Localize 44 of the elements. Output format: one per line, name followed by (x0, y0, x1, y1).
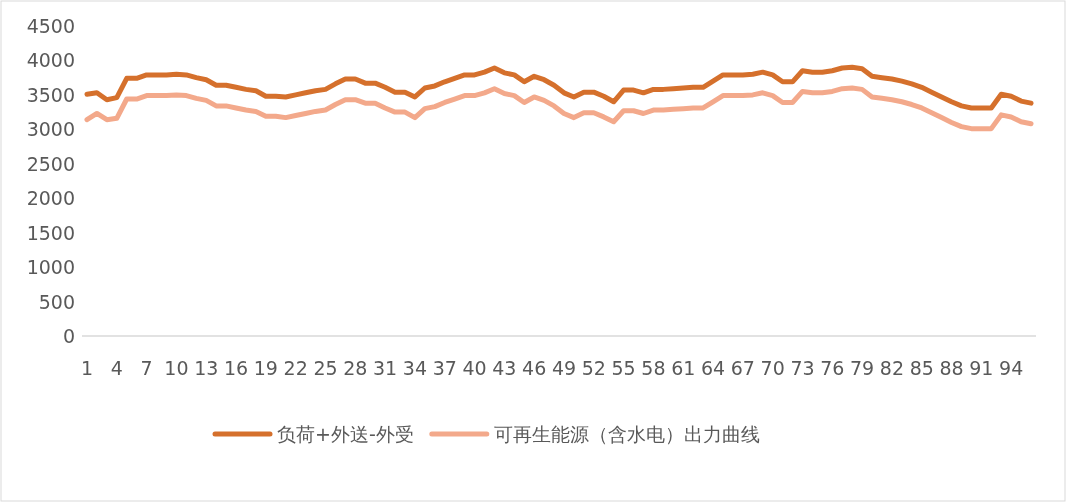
y-tick-label: 3500 (26, 83, 75, 106)
x-tick-label: 55 (611, 357, 636, 379)
x-tick-label: 64 (700, 357, 726, 379)
x-tick-label: 31 (373, 357, 398, 379)
x-tick-label: 67 (730, 357, 755, 379)
x-tick-label: 52 (581, 357, 606, 379)
x-tick-label: 82 (879, 357, 904, 379)
x-tick-label: 46 (522, 357, 547, 379)
y-tick-label: 2000 (26, 187, 75, 210)
y-tick-label: 3000 (26, 118, 75, 141)
x-tick-label: 85 (909, 357, 934, 379)
y-tick-label: 2500 (26, 152, 75, 175)
y-tick-label: 1000 (26, 256, 75, 279)
x-tick-label: 34 (402, 357, 427, 379)
x-tick-label: 22 (283, 357, 308, 379)
x-tick-label: 16 (223, 357, 249, 379)
x-tick-label: 40 (462, 357, 487, 379)
x-tick-label: 13 (194, 357, 219, 379)
x-tick-label: 76 (820, 357, 845, 379)
x-tick-label: 79 (850, 357, 875, 379)
x-tick-label: 7 (140, 357, 153, 379)
x-tick-label: 88 (939, 357, 964, 379)
x-tick-label: 1 (80, 357, 94, 379)
y-tick-label: 4000 (26, 49, 75, 72)
y-tick-label: 1500 (26, 221, 75, 244)
x-tick-label: 43 (492, 357, 517, 379)
x-tick-label: 19 (253, 357, 278, 379)
x-tick-label: 61 (671, 357, 696, 379)
x-tick-label: 28 (343, 357, 368, 379)
y-tick-label: 500 (38, 290, 75, 313)
x-tick-label: 49 (551, 357, 577, 379)
y-tick-label: 0 (62, 325, 75, 347)
x-tick-label: 10 (164, 357, 189, 379)
legend-label: 可再生能源（含水电）出力曲线 (493, 423, 760, 445)
x-tick-label: 37 (432, 357, 457, 379)
x-tick-label: 94 (999, 357, 1024, 379)
legend-label: 负荷+外送-外受 (277, 423, 414, 445)
x-tick-label: 4 (110, 357, 123, 379)
x-tick-label: 73 (790, 357, 815, 379)
x-tick-label: 70 (760, 357, 785, 379)
x-tick-label: 58 (641, 357, 666, 379)
y-tick-label: 4500 (26, 15, 75, 37)
x-tick-label: 91 (969, 357, 994, 379)
x-tick-label: 25 (313, 357, 338, 379)
